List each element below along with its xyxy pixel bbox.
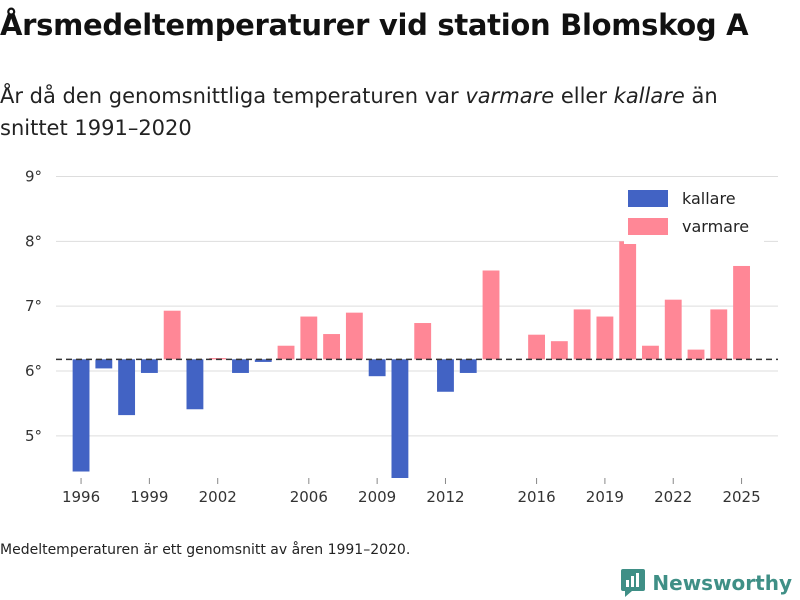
legend-swatch-warmer	[628, 218, 668, 235]
bar-2008	[345, 312, 363, 360]
subtitle-part-2: eller	[554, 84, 614, 108]
newsworthy-logo: Newsworthy	[620, 568, 792, 598]
bar-2006	[300, 316, 318, 360]
legend-swatch-colder	[628, 190, 668, 207]
bar-2001	[186, 359, 204, 410]
x-tick-label: 1999	[130, 488, 168, 506]
y-axis-ticks: 5° 6° 7° 8° 9°	[25, 167, 42, 444]
temperature-bar-chart: 5° 6° 7° 8° 9° 1996 1999 2002 2006 2009 2012 2016 2…	[25, 167, 778, 506]
bar-2023	[687, 349, 705, 360]
bar-2022	[664, 299, 682, 360]
x-tick-label: 2016	[517, 488, 555, 506]
bar-2025	[733, 265, 750, 360]
x-tick-label: 2009	[358, 488, 396, 506]
bar-2000	[163, 310, 181, 360]
bar-2007	[323, 334, 341, 360]
bar-2016	[528, 334, 546, 360]
bar-2003	[232, 359, 249, 373]
bar-2024	[710, 309, 728, 360]
bar-1996	[72, 359, 90, 472]
subtitle-part-1: År då den genomsnittliga temperaturen va…	[0, 84, 466, 108]
legend-label-warmer: varmare	[682, 217, 749, 236]
bar-2010	[391, 359, 409, 478]
legend: kallare varmare	[624, 181, 764, 244]
y-tick-label: 6°	[25, 362, 42, 380]
bar-2018	[573, 309, 591, 360]
legend-label-colder: kallare	[682, 189, 736, 208]
subtitle-warmer-word: varmare	[465, 84, 555, 108]
x-axis-ticks: 1996 1999 2002 2006 2009 2012 2016 2019 2022 2025	[62, 478, 761, 506]
bar-2021	[642, 345, 659, 360]
x-tick-label: 1996	[62, 488, 100, 506]
chart-subtitle: År då den genomsnittliga temperaturen va…	[0, 80, 790, 144]
bar-2017	[550, 341, 568, 360]
bar-2009	[368, 359, 386, 377]
x-tick-label: 2022	[654, 488, 692, 506]
bar-2012	[437, 359, 454, 392]
x-tick-label: 2006	[290, 488, 328, 506]
newsworthy-icon	[621, 569, 646, 597]
bar-2005	[277, 345, 295, 360]
brand-name: Newsworthy	[652, 571, 792, 595]
bar-2014	[482, 270, 500, 360]
bar-2011	[414, 323, 432, 360]
chart-title: Årsmedeltemperaturer vid station Blomsko…	[0, 8, 749, 42]
bar-2013	[459, 359, 477, 373]
footnote: Medeltemperaturen är ett genomsnitt av å…	[0, 542, 411, 558]
y-tick-label: 9°	[25, 167, 42, 185]
x-tick-label: 2025	[722, 488, 760, 506]
y-tick-label: 5°	[25, 427, 42, 445]
bars	[72, 241, 750, 478]
bar-2019	[596, 316, 614, 360]
bar-1999	[140, 359, 158, 373]
x-tick-label: 2012	[426, 488, 464, 506]
subtitle-part-3: än snittet 1991–2020	[0, 84, 718, 140]
bar-1998	[118, 359, 136, 416]
bar-1997	[95, 359, 113, 369]
y-tick-label: 7°	[25, 297, 42, 315]
x-tick-label: 2019	[586, 488, 624, 506]
bar-2004	[254, 359, 272, 362]
y-tick-label: 8°	[25, 232, 42, 250]
bar-2020	[619, 241, 637, 360]
x-tick-label: 2002	[199, 488, 237, 506]
subtitle-colder-word: kallare	[613, 84, 685, 108]
